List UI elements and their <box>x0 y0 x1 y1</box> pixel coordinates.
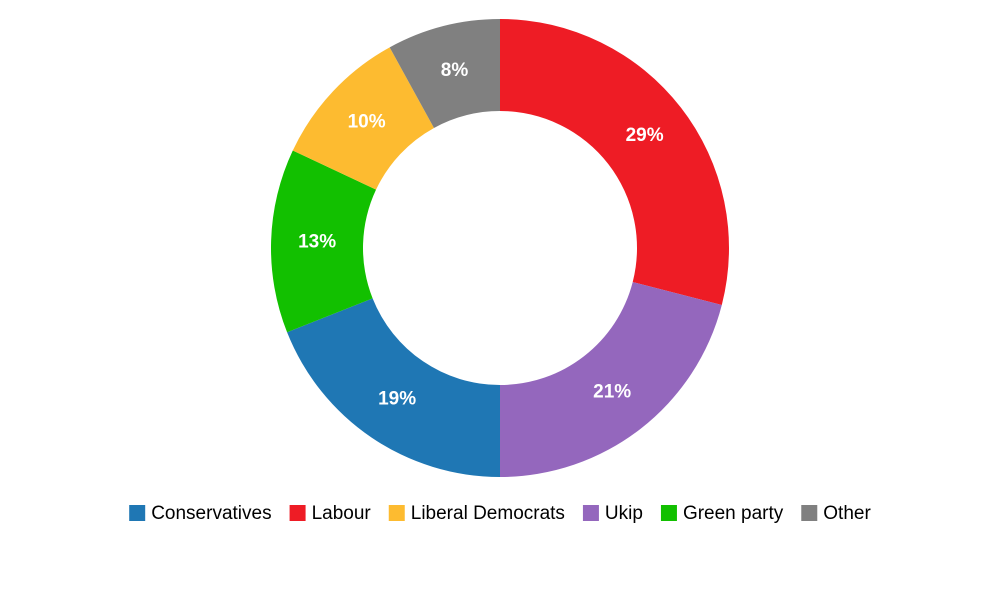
legend-label: Green party <box>683 503 784 524</box>
legend-swatch <box>660 505 677 521</box>
legend-swatch <box>289 505 306 521</box>
slice <box>270 150 377 333</box>
slice <box>292 47 434 190</box>
legend-swatch <box>582 505 599 521</box>
legend-label: Liberal Democrats <box>411 503 565 524</box>
legend: Conservatives Labour Liberal Democrats Ukip… <box>129 503 871 524</box>
slice-label: 10% <box>348 112 386 133</box>
slice-label: 21% <box>593 382 631 403</box>
legend-label: Ukip <box>605 503 643 524</box>
legend-swatch <box>129 505 146 521</box>
legend-label: Conservatives <box>151 503 271 524</box>
legend-label: Labour <box>312 503 372 524</box>
slice <box>287 298 500 477</box>
slice <box>500 282 722 477</box>
legend-swatch <box>388 505 405 521</box>
slice <box>500 19 729 305</box>
slice-label: 13% <box>298 231 336 252</box>
legend-swatch <box>801 505 818 521</box>
slice <box>389 19 500 128</box>
slice-label: 19% <box>378 388 416 409</box>
slice-label: 29% <box>626 125 664 146</box>
slice-label: 8% <box>441 60 469 81</box>
legend-label: Other <box>823 503 871 524</box>
